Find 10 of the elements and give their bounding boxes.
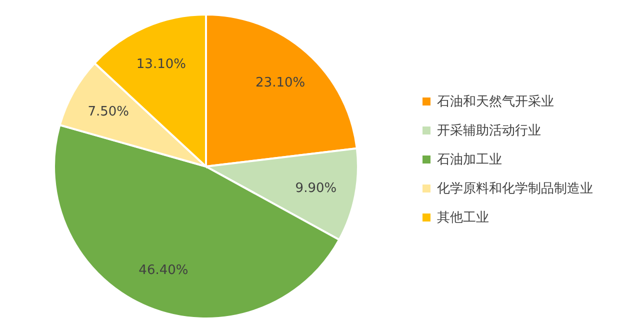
data-label: 9.90%: [295, 180, 337, 196]
data-label: 13.10%: [136, 56, 186, 72]
legend-label: 石油和天然气开采业: [437, 94, 554, 110]
legend-label: 化学原料和化学制品制造业: [437, 182, 593, 196]
data-label: 46.40%: [138, 263, 188, 278]
legend-label: 开采辅助活动行业: [437, 124, 541, 138]
legend-label: 石油加工业: [437, 152, 502, 168]
data-label: 23.10%: [256, 76, 306, 91]
legend-label: 其他工业: [437, 210, 489, 226]
data-label: 7.50%: [88, 104, 130, 120]
